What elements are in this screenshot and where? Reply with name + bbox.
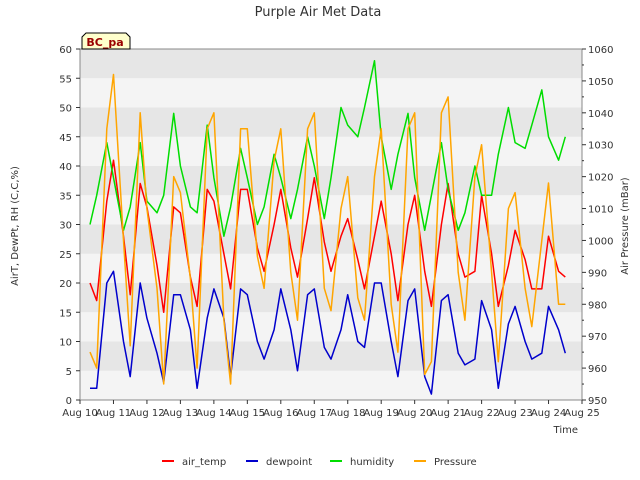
- legend-label-air_temp: air_temp: [182, 457, 226, 468]
- y-right-tick-label: 1000: [588, 236, 613, 247]
- y-left-tick-label: 35: [59, 191, 72, 202]
- y-left-tick-label: 0: [66, 396, 72, 407]
- y-axis-left-label: AirT, DewPt, RH (C,C,%): [10, 166, 21, 286]
- y-right-tick-label: 1030: [588, 141, 613, 152]
- y-left-tick-label: 5: [66, 367, 72, 378]
- legend-label-humidity: humidity: [350, 457, 394, 468]
- x-tick-label: Aug 21: [430, 408, 465, 419]
- grid-band: [80, 370, 582, 400]
- y-right-tick-label: 1020: [588, 173, 613, 184]
- y-right-tick-label: 1040: [588, 109, 613, 120]
- series-line-humidity: [89, 59, 567, 237]
- x-tick-label: Aug 10: [62, 408, 97, 419]
- grid-band: [80, 312, 582, 342]
- station-badge: BC_pa: [81, 32, 131, 50]
- x-axis-label: Time: [553, 425, 578, 436]
- x-tick-label: Aug 19: [363, 408, 398, 419]
- y-right-tick-label: 960: [588, 364, 607, 375]
- chart-title: Purple Air Met Data: [255, 5, 382, 20]
- y-left-tick-label: 20: [59, 279, 72, 290]
- y-right-tick-label: 970: [588, 332, 607, 343]
- x-tick-label: Aug 23: [497, 408, 532, 419]
- y-left-tick-label: 30: [59, 221, 72, 232]
- legend-label-dewpoint: dewpoint: [266, 457, 312, 468]
- x-tick-label: Aug 17: [297, 408, 332, 419]
- x-tick-label: Aug 13: [163, 408, 198, 419]
- y-right-tick-label: 1060: [588, 45, 613, 56]
- legend-label-Pressure: Pressure: [434, 457, 477, 468]
- x-tick-label: Aug 18: [330, 408, 365, 419]
- x-tick-label: Aug 16: [263, 408, 298, 419]
- y-left-tick-label: 10: [59, 338, 72, 349]
- x-tick-label: Aug 24: [531, 408, 566, 419]
- x-tick-label: Aug 14: [196, 408, 231, 419]
- grid-band: [80, 136, 582, 166]
- y-right-tick-label: 990: [588, 268, 607, 279]
- grid-band: [80, 107, 582, 137]
- x-tick-label: Aug 22: [464, 408, 499, 419]
- y-left-tick-label: 15: [59, 308, 72, 319]
- series-line-Pressure: [89, 73, 566, 385]
- series-line-dewpoint: [90, 270, 567, 395]
- y-left-tick-label: 55: [59, 74, 72, 85]
- grid-band: [80, 195, 582, 225]
- y-right-tick-label: 1050: [588, 77, 613, 88]
- x-tick-label: Aug 25: [564, 408, 599, 419]
- station-label: BC_pa: [86, 36, 123, 49]
- y-left-tick-label: 25: [59, 250, 72, 261]
- x-tick-label: Aug 15: [230, 408, 265, 419]
- y-axis-right-label: Air Pressure (mBar): [620, 177, 631, 275]
- y-axis-left: 0 5 10 15 20 25 30 35 40 45 50 55 60: [59, 45, 80, 407]
- legend: air_temp dewpoint humidity Pressure: [162, 457, 477, 468]
- x-tick-label: Aug 20: [397, 408, 432, 419]
- y-right-tick-label: 950: [588, 396, 607, 407]
- grid-band: [80, 49, 582, 79]
- series-lines: [89, 59, 567, 395]
- x-tick-label: Aug 12: [129, 408, 164, 419]
- y-axis-right: 950 960 970 980 990 1000 1010 1020 1030 1040 1050 1…: [582, 45, 613, 407]
- y-left-tick-label: 40: [59, 162, 72, 173]
- series-line-air_temp: [89, 159, 566, 314]
- y-left-tick-label: 60: [59, 45, 72, 56]
- y-right-tick-label: 1010: [588, 205, 613, 216]
- grid-band: [80, 224, 582, 254]
- y-right-tick-label: 980: [588, 300, 607, 311]
- y-left-tick-label: 45: [59, 133, 72, 144]
- x-tick-label: Aug 11: [96, 408, 131, 419]
- grid-band: [80, 78, 582, 108]
- y-left-tick-label: 50: [59, 104, 72, 115]
